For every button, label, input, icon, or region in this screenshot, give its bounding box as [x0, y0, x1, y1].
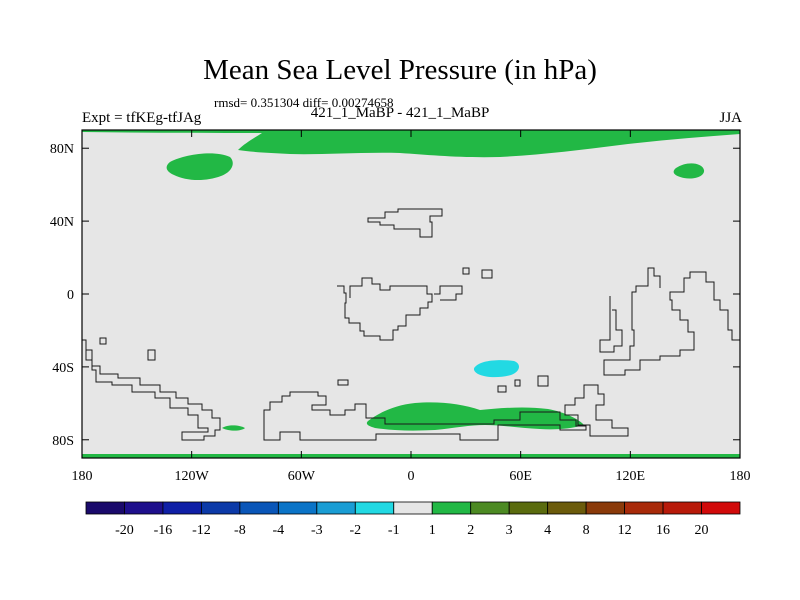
colorbar-box	[162, 501, 202, 515]
experiment-label: Expt = tfKEg-tfJAg	[82, 110, 202, 126]
colorbar-box	[701, 501, 741, 515]
colorbar-box	[470, 501, 510, 515]
colorbar-label: -20	[115, 523, 134, 538]
colorbar-box	[201, 501, 241, 515]
colorbar-box	[239, 501, 279, 515]
coastline-asia-inner	[599, 296, 623, 353]
coastlines	[82, 208, 740, 441]
season-label: JJA	[719, 110, 742, 126]
southern-indian-ocean-region	[473, 360, 520, 378]
coastline-islands-b	[99, 337, 549, 393]
arctic-band-region	[82, 130, 740, 158]
colorbar-label: -3	[311, 523, 323, 538]
y-tick-label: 0	[67, 288, 74, 303]
colorbar-box	[354, 501, 395, 515]
coastline-america-east	[337, 277, 433, 341]
case-label: 421_1_MaBP - 421_1_MaBP	[310, 105, 490, 121]
colorbar-box	[393, 501, 433, 515]
colorbar-box	[585, 501, 625, 515]
colorbar-box	[508, 501, 549, 515]
coastline-africa-east	[434, 285, 463, 301]
y-tick-label: 80N	[50, 142, 74, 157]
colorbar-box	[124, 501, 164, 515]
colorbar-box	[547, 501, 587, 515]
colorbar-label: 3	[506, 523, 513, 538]
x-tick-label: 180	[72, 469, 93, 484]
axis-ticks: 180 120W 60W 0 60E 120E 180 80N 40N 0 40S 80S	[50, 130, 751, 484]
y-tick-label: 40S	[52, 361, 74, 376]
colorbar-label: 1	[429, 523, 436, 538]
colorbar-label: -1	[388, 523, 400, 538]
coastline-antarctica	[263, 391, 587, 441]
map-background	[82, 130, 740, 458]
coastline-south-america	[82, 339, 221, 441]
colorbar-box	[431, 501, 472, 515]
colorbar-label: 12	[618, 523, 632, 538]
x-tick-label: 120E	[616, 469, 646, 484]
colorbar: -20 -16 -12 -8 -4 -3 -2 -1 1 2 3 4 8 12 16 20	[85, 501, 741, 538]
colorbar-label: 2	[467, 523, 474, 538]
colorbar-label: 8	[583, 523, 590, 538]
coastline-asia	[603, 267, 740, 376]
siberia-region	[673, 163, 705, 179]
y-tick-label: 40N	[50, 215, 74, 230]
colorbar-box	[662, 501, 702, 515]
colorbar-label: 4	[544, 523, 551, 538]
north-america-region	[166, 153, 233, 181]
x-tick-label: 60E	[509, 469, 532, 484]
plot-title: Mean Sea Level Pressure (in hPa)	[203, 54, 597, 86]
coastline-islands-a	[462, 267, 493, 279]
colorbar-label: -2	[349, 523, 361, 538]
x-tick-label: 60W	[288, 469, 316, 484]
colorbar-label: -8	[234, 523, 246, 538]
x-tick-label: 180	[730, 469, 751, 484]
filled-contours	[82, 130, 740, 458]
colorbar-box	[624, 501, 664, 515]
colorbar-label: -4	[273, 523, 285, 538]
colorbar-box	[85, 501, 125, 515]
colorbar-label: 20	[695, 523, 709, 538]
colorbar-label: 16	[656, 523, 670, 538]
coastline-europe	[367, 208, 443, 238]
x-tick-label: 0	[408, 469, 415, 484]
colorbar-box	[277, 501, 318, 515]
antarctic-small-region	[222, 425, 245, 431]
stats-label: rmsd= 0.351304 diff= 0.00274658	[214, 95, 394, 110]
x-tick-label: 120W	[175, 469, 210, 484]
colorbar-box	[316, 501, 356, 515]
colorbar-label: -12	[192, 523, 211, 538]
colorbar-label: -16	[154, 523, 173, 538]
coastline-australia	[564, 384, 629, 437]
y-tick-label: 80S	[52, 434, 74, 449]
